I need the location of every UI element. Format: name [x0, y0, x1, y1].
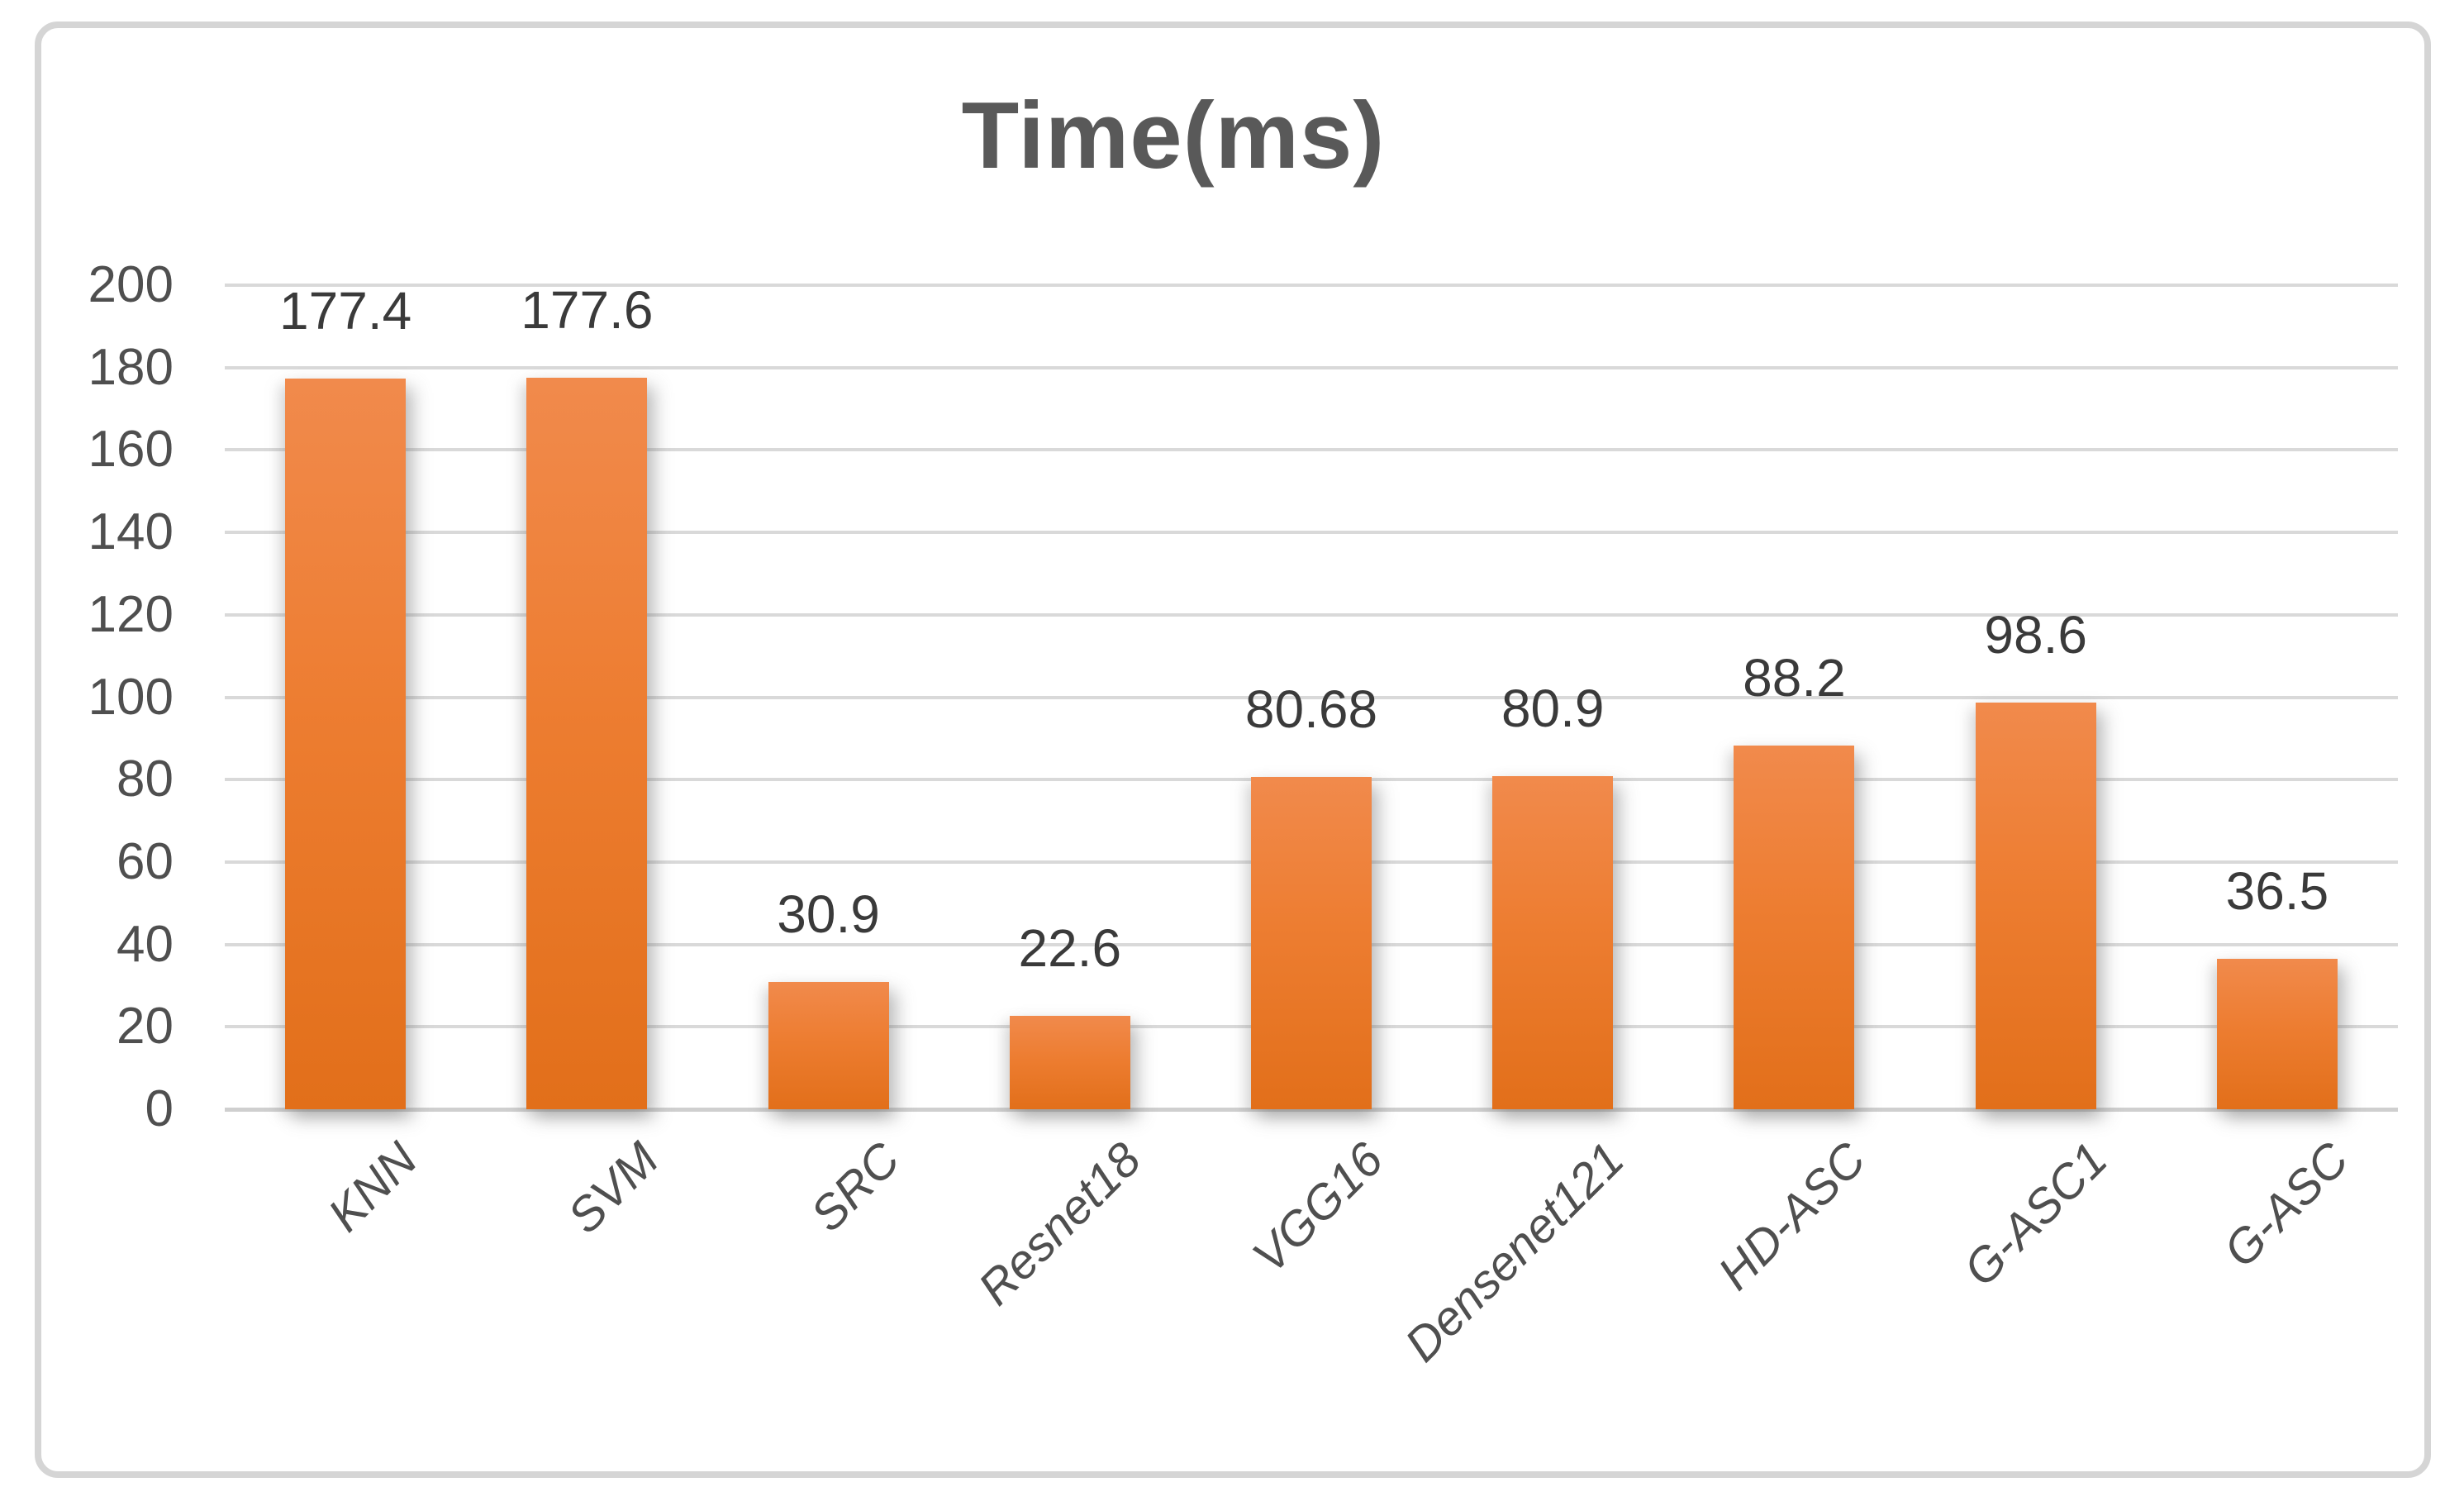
y-tick-label: 200: [88, 256, 174, 313]
bar-HD-ASC: [1734, 746, 1855, 1109]
y-tick-label: 20: [117, 998, 174, 1056]
y-tick-label: 60: [117, 832, 174, 890]
y-tick-label: 120: [88, 585, 174, 643]
plot-area: 177.4 177.6 30.9 22.6 80.68 80.9 88.2 98.6 36.5: [225, 279, 2398, 1112]
y-tick-label: 160: [88, 421, 174, 479]
y-tick-label: 100: [88, 668, 174, 726]
y-tick-label: 80: [117, 751, 174, 808]
y-tick-label: 40: [117, 915, 174, 973]
bar-value-label: 30.9: [777, 884, 880, 944]
gridline: [225, 448, 2398, 452]
bar-value-label: 36.5: [2225, 861, 2329, 922]
bar-SVM: [526, 377, 648, 1109]
bar-KNN: [285, 378, 407, 1109]
bar-G-ASC1: [1975, 703, 2096, 1109]
gridline: [225, 695, 2398, 699]
bar-SRC: [768, 981, 889, 1109]
bar-value-label: 177.6: [521, 279, 654, 340]
bar-value-label: 80.9: [1501, 678, 1605, 738]
bar-value-label: 177.4: [279, 280, 412, 341]
bar-VGG16: [1251, 776, 1372, 1109]
gridline: [225, 365, 2398, 369]
bar-G-ASC: [2216, 959, 2338, 1109]
y-tick-label: 180: [88, 338, 174, 396]
gridline: [225, 531, 2398, 535]
chart-title: Time(ms): [961, 83, 1386, 188]
y-tick-label: 0: [145, 1080, 174, 1137]
bar-value-label: 22.6: [1018, 918, 1122, 979]
bar-Densenet121: [1492, 775, 1614, 1109]
bar-value-label: 88.2: [1743, 648, 1846, 708]
y-tick-label: 140: [88, 503, 174, 561]
bar-value-label: 80.68: [1244, 679, 1378, 739]
bar-Resnet18: [1009, 1016, 1130, 1109]
gridline: [225, 284, 2398, 287]
gridline: [225, 612, 2398, 617]
x-axis-line: [225, 1108, 2398, 1112]
bar-value-label: 98.6: [1984, 605, 2087, 665]
